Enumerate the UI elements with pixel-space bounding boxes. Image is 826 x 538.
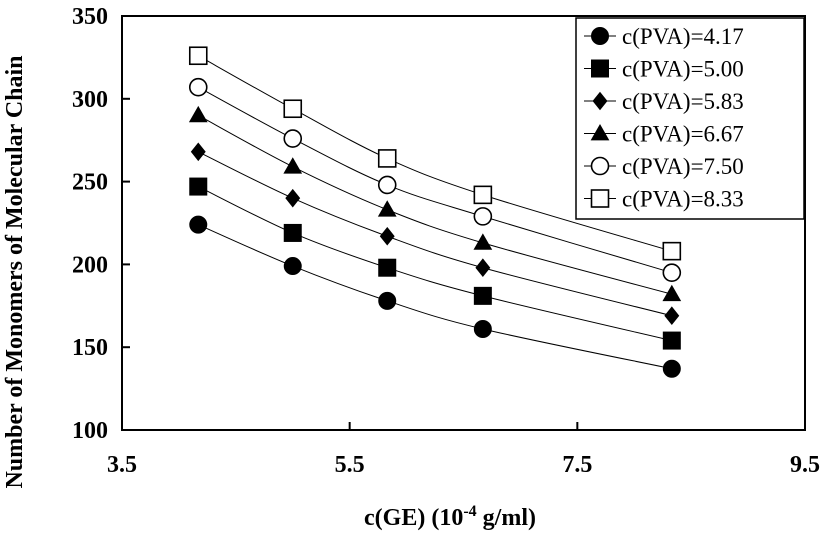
series-markers [188, 46, 682, 378]
legend-marker-5 [590, 156, 610, 176]
legend-marker-1 [591, 27, 609, 45]
y-tick-label: 300 [72, 87, 108, 113]
data-point-series-6 [188, 46, 208, 66]
data-point-series-1 [662, 359, 681, 378]
data-point-series-6 [473, 185, 493, 205]
axes: 100 150 200 250 300 350 3.5 5.5 7.5 9.5 [72, 4, 820, 478]
data-point-series-1 [378, 291, 397, 310]
data-point-series-2 [283, 223, 302, 242]
data-point-series-1 [473, 319, 492, 338]
x-tick-label: 5.5 [335, 452, 365, 478]
data-point-series-1 [283, 257, 302, 276]
data-point-series-3 [475, 258, 491, 278]
x-axis-label-main: c(GE) (10 [364, 505, 463, 531]
data-point-series-5 [188, 77, 208, 97]
series-line-1 [198, 224, 672, 370]
y-tick-label: 150 [72, 335, 108, 361]
data-point-series-6 [283, 99, 303, 119]
legend-label-4: c(PVA)=6.67 [622, 122, 744, 147]
data-point-series-3 [190, 142, 206, 162]
x-tick-label: 9.5 [790, 452, 820, 478]
data-point-series-2 [473, 286, 492, 305]
data-point-series-2 [662, 331, 681, 350]
y-tick-label: 100 [72, 418, 108, 444]
legend-box [575, 17, 805, 220]
x-axis-label: c(GE) (10-4 g/ml) [364, 503, 536, 531]
legend-marker-6 [590, 189, 610, 208]
legend-label-1: c(PVA)=4.17 [622, 24, 744, 49]
data-point-series-4 [283, 157, 303, 174]
data-point-series-3 [285, 188, 301, 208]
data-point-series-4 [188, 105, 208, 123]
x-tick-label: 7.5 [562, 452, 592, 478]
plot-frame [121, 15, 806, 431]
legend-label-3: c(PVA)=5.83 [622, 89, 744, 114]
x-axis-label-unit: g/ml) [477, 505, 536, 531]
data-point-series-5 [662, 263, 682, 282]
data-point-series-6 [662, 241, 682, 261]
data-point-series-3 [664, 306, 680, 326]
data-point-series-4 [662, 284, 682, 302]
data-point-series-5 [283, 129, 303, 148]
legend-marker-4 [590, 123, 610, 141]
legend-label-2: c(PVA)=5.00 [622, 57, 744, 82]
data-point-series-3 [379, 226, 395, 246]
x-axis-label-exponent: -4 [463, 503, 476, 520]
legend-label-6: c(PVA)=8.33 [622, 187, 744, 212]
data-point-series-1 [189, 215, 208, 234]
y-tick-label: 200 [72, 252, 108, 278]
data-point-series-5 [473, 207, 493, 226]
legend: c(PVA)=4.17 c(PVA)=5.00 c(PVA)=5.83 c(PVA)=… [575, 17, 805, 220]
data-point-series-2 [189, 177, 208, 196]
legend-label-5: c(PVA)=7.50 [622, 154, 744, 179]
data-point-series-6 [377, 149, 397, 168]
legend-marker-3 [592, 91, 608, 111]
data-point-series-4 [377, 200, 397, 217]
y-tick-label: 350 [72, 4, 108, 30]
data-point-series-4 [473, 233, 493, 250]
y-axis-label: Number of Monomers of Molecular Chain [2, 55, 28, 488]
legend-marker-2 [591, 59, 609, 78]
data-point-series-5 [377, 175, 397, 195]
data-point-series-2 [378, 258, 397, 277]
x-tick-label: 3.5 [107, 452, 137, 478]
y-tick-label: 250 [72, 170, 108, 196]
